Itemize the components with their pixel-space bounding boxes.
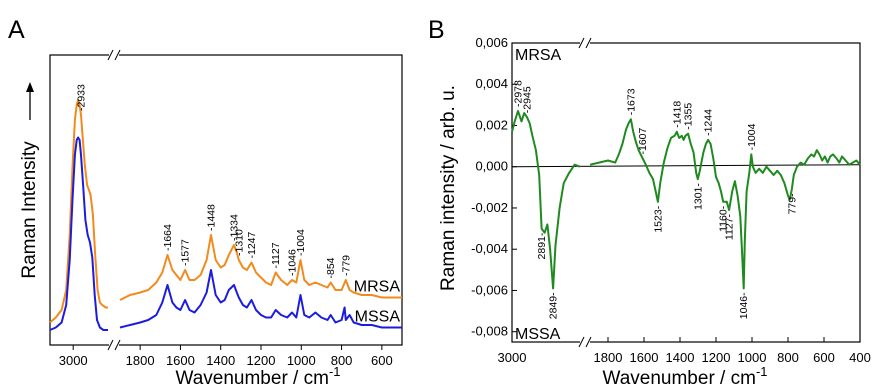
series-line-mssa: [49, 136, 402, 331]
x-tick-label: 1600: [630, 350, 659, 365]
y-tick-label: 0,002: [475, 117, 508, 132]
peak-label: -1004: [295, 229, 307, 256]
x-tick-label: 1800: [594, 350, 623, 365]
y-tick-label: -0,006: [471, 282, 508, 297]
panel-b-top-axis-break: [578, 37, 592, 49]
peak-label: -1004: [746, 123, 758, 150]
peak-label: -1577: [180, 239, 192, 266]
x-tick-label: 1000: [738, 350, 767, 365]
strain-label-mrsa: MRSA: [354, 279, 401, 296]
panel-a-plot-area: 3000 1800 1600 1400 1200 1000 800 600 -2933 -1664…: [49, 49, 403, 368]
peak-label: -1247: [246, 231, 258, 258]
peak-label: 1523-: [652, 205, 664, 232]
x-tick-label: 1800: [126, 353, 155, 368]
panel-a-x-axis-title: Wavenumber / cm-1: [175, 364, 340, 389]
panel-b-plot-area: 0,006 0,004 0,002 0,000 -0,002 -0,004 -0,006 -0…: [471, 35, 871, 365]
peak-label: -2945: [522, 86, 534, 113]
peak-label: 1127-: [724, 213, 736, 240]
bottom-strain-label: MSSA: [515, 326, 561, 343]
x-tick-label: 1000: [287, 353, 316, 368]
y-tick-label: -0,008: [471, 324, 508, 339]
peak-label: -1673: [625, 88, 637, 115]
peak-label: -1244: [703, 109, 715, 136]
y-tick-label: -0,002: [471, 200, 508, 215]
x-tick-label: 1200: [702, 350, 731, 365]
peak-label: -1355: [683, 103, 695, 130]
peak-label: 2891-: [536, 232, 548, 259]
x-tick-label: 800: [777, 350, 799, 365]
peak-label: 1301-: [692, 183, 704, 210]
panel-b-y-axis-title: Raman intensity / arb. u.: [438, 85, 459, 291]
zero-baseline: [511, 164, 861, 168]
top-strain-label: MRSA: [515, 47, 562, 64]
peak-label: 1160-: [718, 205, 730, 232]
x-tick-label: 1400: [666, 350, 695, 365]
x-tick-label: 1600: [166, 353, 195, 368]
panel-a-bottom-axis-break: [107, 339, 121, 351]
x-tick-label: 600: [371, 353, 393, 368]
series-line-difference: [511, 110, 861, 290]
panel-b-x-axis-title: Wavenumber / cm-1: [602, 364, 767, 389]
peak-label: 2849-: [548, 292, 560, 319]
peak-label: -1607: [637, 127, 649, 154]
peak-label: -1418: [671, 101, 683, 128]
panel-a-top-axis-break: [107, 49, 121, 61]
x-tick-label: 1200: [247, 353, 276, 368]
x-tick-label: 1400: [206, 353, 235, 368]
panel-a: A Raman Intensity Wavenumber / cm-1 3000…: [8, 16, 403, 389]
x-tick-label: 400: [849, 350, 871, 365]
peak-label: -1127: [270, 242, 282, 268]
panel-b-frame: [511, 42, 861, 343]
peak-label: -1310: [233, 229, 245, 256]
panel-a-frame: [49, 54, 403, 346]
series-line-mrsa: [49, 99, 402, 324]
peak-label: -1046: [287, 249, 299, 276]
peak-label: -1664: [162, 224, 174, 251]
y-tick-label: 0,006: [475, 35, 508, 50]
peak-label: -1334: [229, 214, 241, 241]
panel-a-y-axis-arrow: [26, 82, 34, 120]
peak-label: 779-: [786, 193, 798, 215]
y-tick-label: 0,000: [475, 159, 508, 174]
strain-label-mssa: MSSA: [355, 309, 401, 326]
panel-b-letter: B: [428, 16, 445, 44]
x-tick-label: 800: [331, 353, 353, 368]
panel-a-letter: A: [8, 16, 25, 44]
x-tick-label: 3000: [498, 350, 527, 365]
peak-label: -854: [325, 257, 337, 278]
y-tick-label: -0,004: [471, 241, 508, 256]
peak-label: -2978: [513, 80, 525, 107]
x-tick-label: 600: [813, 350, 835, 365]
panel-b: B Raman intensity / arb. u. Wavenumber /…: [428, 16, 871, 389]
x-tick-label: 3000: [59, 353, 88, 368]
peak-label: -1448: [206, 204, 218, 231]
y-tick-label: 0,004: [475, 76, 508, 91]
peak-label: -779: [340, 255, 352, 276]
panel-b-bottom-axis-break: [578, 336, 592, 348]
panel-a-y-axis-title: Raman Intensity: [19, 141, 40, 279]
peak-label: 1046-: [738, 292, 750, 319]
peak-label: -2933: [76, 84, 88, 111]
